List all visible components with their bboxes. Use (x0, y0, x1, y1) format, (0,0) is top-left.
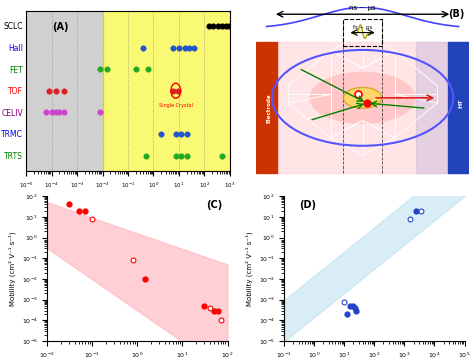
Point (219, 152, 226, 158)
Point (52, 88, 60, 94)
Y-axis label: Mobility (cm² V⁻¹ s⁻¹): Mobility (cm² V⁻¹ s⁻¹) (9, 231, 16, 306)
Point (177, 152, 185, 158)
Text: Single Crystal: Single Crystal (159, 103, 193, 107)
Bar (256, 42, 277, 173)
Point (142, 152, 150, 158)
Point (174, 88, 182, 94)
Text: (C): (C) (206, 200, 222, 211)
Text: Electrode: Electrode (266, 94, 272, 123)
Point (222, 23, 230, 29)
Point (210, 23, 217, 29)
Bar (448, 42, 469, 173)
Point (173, 152, 180, 158)
Point (173, 131, 180, 137)
Text: fs ~ ps: fs ~ ps (353, 25, 372, 30)
Point (132, 66, 139, 72)
Bar (26, 11, 102, 171)
Point (175, 45, 182, 50)
Point (191, 45, 198, 50)
Point (46, 88, 53, 94)
Text: (B): (B) (448, 9, 465, 19)
Text: (D): (D) (299, 200, 316, 211)
Ellipse shape (309, 72, 416, 124)
Point (205, 23, 213, 29)
Bar (416, 42, 469, 173)
Point (182, 45, 189, 50)
Point (42, 109, 50, 115)
Point (60, 109, 67, 115)
Point (144, 66, 152, 72)
Y-axis label: Mobility (cm² V⁻¹ s⁻¹): Mobility (cm² V⁻¹ s⁻¹) (246, 231, 253, 306)
Point (60, 88, 67, 94)
Point (219, 23, 226, 29)
Point (157, 131, 165, 137)
Point (170, 88, 177, 94)
Point (185, 45, 193, 50)
Text: HT: HT (459, 98, 464, 108)
Point (96, 109, 104, 115)
Point (183, 131, 191, 137)
Bar (277, 42, 448, 173)
Text: (A): (A) (53, 22, 69, 32)
Point (183, 152, 191, 158)
Point (55, 109, 63, 115)
Text: ns ~ μs: ns ~ μs (349, 5, 376, 11)
Point (103, 66, 111, 72)
Point (139, 45, 147, 50)
Point (177, 131, 185, 137)
Point (225, 23, 233, 29)
Point (214, 23, 222, 29)
Bar (102, 11, 230, 171)
Point (96, 66, 104, 72)
Point (52, 109, 60, 115)
Point (48, 109, 55, 115)
X-axis label: Mobility (cm² V⁻¹ S⁻¹): Mobility (cm² V⁻¹ S⁻¹) (90, 195, 166, 203)
Bar (343, 20, 382, 46)
Point (170, 45, 177, 50)
Ellipse shape (343, 87, 382, 108)
